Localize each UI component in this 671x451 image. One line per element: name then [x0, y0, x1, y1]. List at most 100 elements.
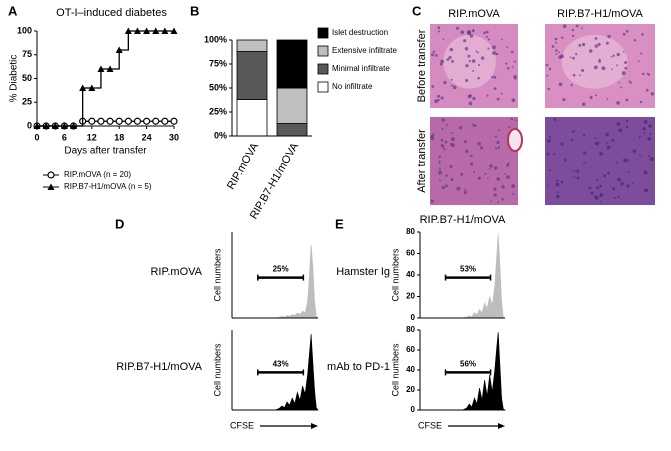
- nucleus: [637, 60, 640, 63]
- nucleus: [451, 131, 454, 134]
- nucleus: [638, 136, 641, 139]
- nucleus: [452, 85, 457, 90]
- x-axis-label: CFSE: [418, 420, 442, 430]
- nucleus: [590, 191, 594, 195]
- nucleus: [624, 61, 628, 64]
- nucleus: [593, 65, 598, 70]
- marker: [170, 117, 178, 125]
- row-label: RIP.B7-H1/mOVA: [116, 361, 202, 373]
- nucleus: [468, 60, 471, 63]
- nucleus: [490, 200, 493, 203]
- nucleus: [449, 164, 453, 169]
- nucleus: [572, 56, 575, 60]
- nucleus: [645, 88, 649, 92]
- nucleus: [441, 118, 445, 122]
- nucleus: [641, 72, 645, 76]
- nucleus: [472, 69, 475, 72]
- x-tick-label: 0: [34, 132, 39, 142]
- nucleus: [558, 82, 563, 87]
- nucleus: [445, 174, 448, 177]
- marker: [115, 46, 123, 53]
- bar-segment: [236, 99, 268, 137]
- nucleus: [493, 187, 497, 191]
- nucleus: [446, 58, 450, 61]
- nucleus: [513, 60, 516, 63]
- nucleus: [575, 24, 579, 28]
- row-label: Before transfer: [416, 29, 428, 102]
- nucleus: [578, 43, 582, 47]
- nucleus: [560, 54, 564, 59]
- nucleus: [470, 154, 473, 158]
- nucleus: [623, 158, 628, 163]
- x-tick-label: RIP.mOVA: [225, 140, 261, 191]
- nucleus: [483, 31, 486, 35]
- nucleus: [430, 136, 435, 141]
- y-tick-label: 40: [406, 270, 415, 279]
- nucleus: [463, 140, 467, 144]
- legend-swatch: [317, 63, 329, 75]
- panel-letter: B: [190, 3, 199, 18]
- nucleus: [599, 193, 604, 197]
- nucleus: [440, 59, 445, 64]
- nucleus: [443, 80, 447, 85]
- y-tick-label: 20: [406, 385, 415, 394]
- nucleus: [562, 24, 567, 29]
- y-tick-label: 50%: [209, 82, 227, 92]
- nucleus: [576, 169, 580, 173]
- x-tick-label: 30: [169, 132, 179, 142]
- bar-segment: [276, 87, 308, 124]
- nucleus: [434, 54, 438, 57]
- nucleus: [639, 100, 643, 104]
- nucleus: [491, 45, 496, 50]
- x-axis-label: CFSE: [230, 420, 254, 430]
- nucleus: [484, 172, 487, 176]
- nucleus: [563, 158, 567, 162]
- marker: [106, 65, 114, 72]
- nucleus: [572, 73, 576, 77]
- y-axis-label: Cell numbers: [212, 343, 222, 397]
- nucleus: [477, 76, 480, 80]
- nucleus: [480, 56, 485, 60]
- nucleus: [594, 141, 599, 146]
- nucleus: [581, 102, 586, 106]
- nucleus: [467, 54, 471, 58]
- nucleus: [456, 186, 461, 191]
- nucleus: [485, 35, 488, 38]
- nucleus: [434, 99, 439, 104]
- nucleus: [611, 139, 615, 142]
- histogram: [232, 333, 319, 411]
- nucleus: [437, 94, 441, 98]
- nucleus: [570, 84, 573, 87]
- nucleus: [450, 178, 454, 182]
- nucleus: [547, 184, 550, 187]
- nucleus: [548, 169, 551, 172]
- nucleus: [647, 155, 650, 158]
- nucleus: [480, 146, 484, 150]
- nucleus: [618, 81, 621, 84]
- nucleus: [431, 53, 435, 57]
- x-tick-label: 18: [114, 132, 124, 142]
- nucleus: [594, 37, 598, 40]
- nucleus: [506, 66, 510, 70]
- nucleus: [505, 62, 508, 65]
- nucleus: [643, 120, 648, 124]
- nucleus: [597, 141, 600, 144]
- nucleus: [583, 161, 586, 164]
- nucleus: [471, 29, 475, 33]
- nucleus: [491, 76, 494, 79]
- y-tick-label: 60: [406, 345, 415, 354]
- nucleus: [513, 75, 517, 79]
- nucleus: [451, 60, 454, 63]
- nucleus: [488, 168, 491, 170]
- x-tick-label: 12: [87, 132, 97, 142]
- nucleus: [492, 51, 496, 55]
- y-tick-label: 100%: [204, 34, 227, 44]
- nucleus: [610, 55, 613, 58]
- nucleus: [494, 135, 498, 138]
- nucleus: [571, 34, 575, 37]
- nucleus: [583, 151, 587, 155]
- marker: [79, 84, 87, 91]
- nucleus: [545, 63, 549, 67]
- nucleus: [640, 52, 643, 55]
- legend-label: Extensive infiltrate: [332, 46, 397, 55]
